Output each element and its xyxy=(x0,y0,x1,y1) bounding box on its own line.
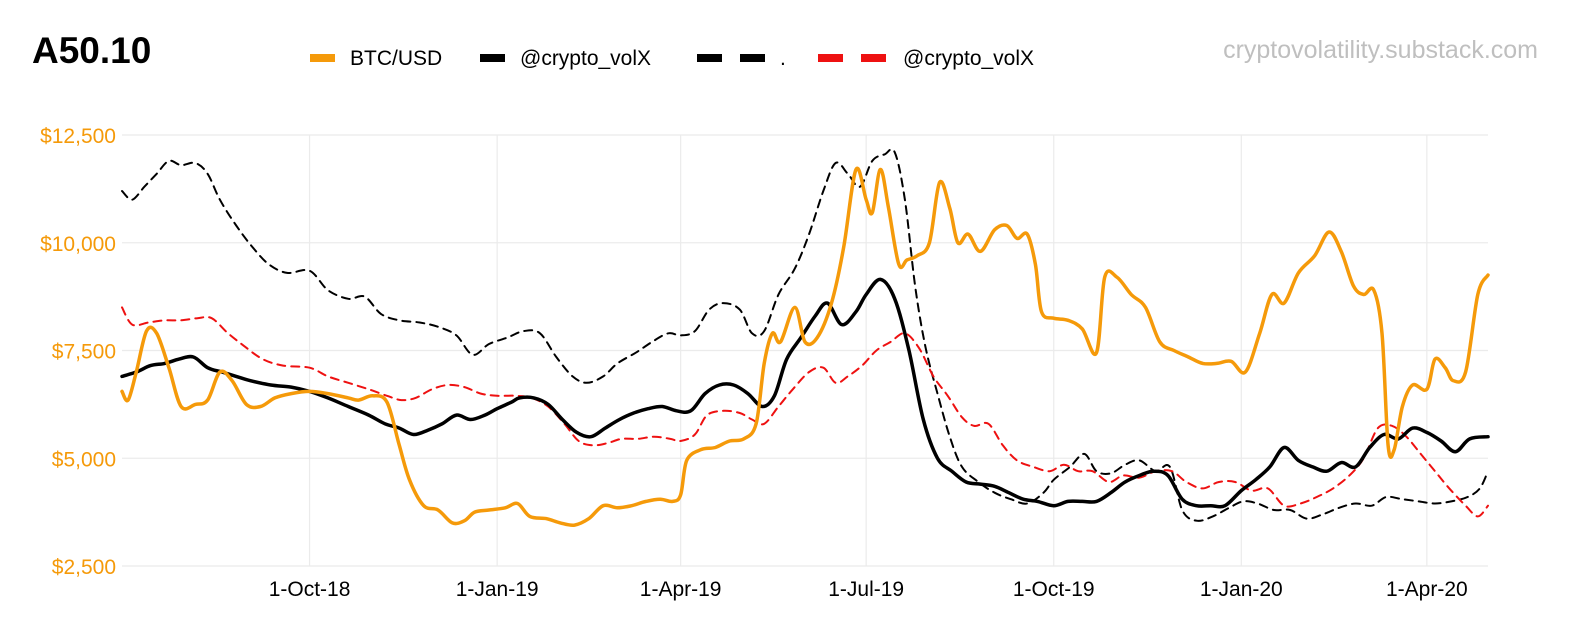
y-axis: $2,500 $5,000 $7,500 $10,000 $12,500 xyxy=(40,125,116,579)
y-tick-label: $2,500 xyxy=(52,556,116,579)
x-tick-label: 1-Apr-20 xyxy=(1386,578,1468,601)
y-tick-label: $12,500 xyxy=(40,125,116,148)
x-tick-label: 1-Jan-19 xyxy=(456,578,539,601)
legend-label-dashed-black: . xyxy=(780,47,786,70)
x-tick-label: 1-Oct-19 xyxy=(1013,578,1095,601)
watermark: cryptovolatility.substack.com xyxy=(1223,36,1538,64)
x-tick-label: 1-Apr-19 xyxy=(640,578,722,601)
x-axis: 1-Oct-18 1-Jan-19 1-Apr-19 1-Jul-19 1-Oct-19… xyxy=(269,578,1468,601)
series-line-volx-solid xyxy=(120,277,1490,509)
legend-label-volx-solid: @crypto_volX xyxy=(520,47,651,70)
series-line-btc-usd xyxy=(120,166,1490,528)
chart-title: A50.10 xyxy=(32,30,151,71)
y-tick-label: $7,500 xyxy=(52,341,116,364)
series-group xyxy=(120,148,1490,528)
x-tick-label: 1-Oct-18 xyxy=(269,578,351,601)
x-tick-label: 1-Jan-20 xyxy=(1200,578,1283,601)
grid xyxy=(122,134,1488,567)
series-line-volx-red-dashed xyxy=(121,306,1489,518)
x-tick-label: 1-Jul-19 xyxy=(828,578,904,601)
series-line-dashed-black xyxy=(121,148,1489,522)
legend-label-btc: BTC/USD xyxy=(350,47,442,70)
y-tick-label: $10,000 xyxy=(40,233,116,256)
y-tick-label: $5,000 xyxy=(52,448,116,471)
legend: BTC/USD @crypto_volX . @crypto_volX xyxy=(310,47,1034,70)
legend-label-volx-red: @crypto_volX xyxy=(903,47,1034,70)
